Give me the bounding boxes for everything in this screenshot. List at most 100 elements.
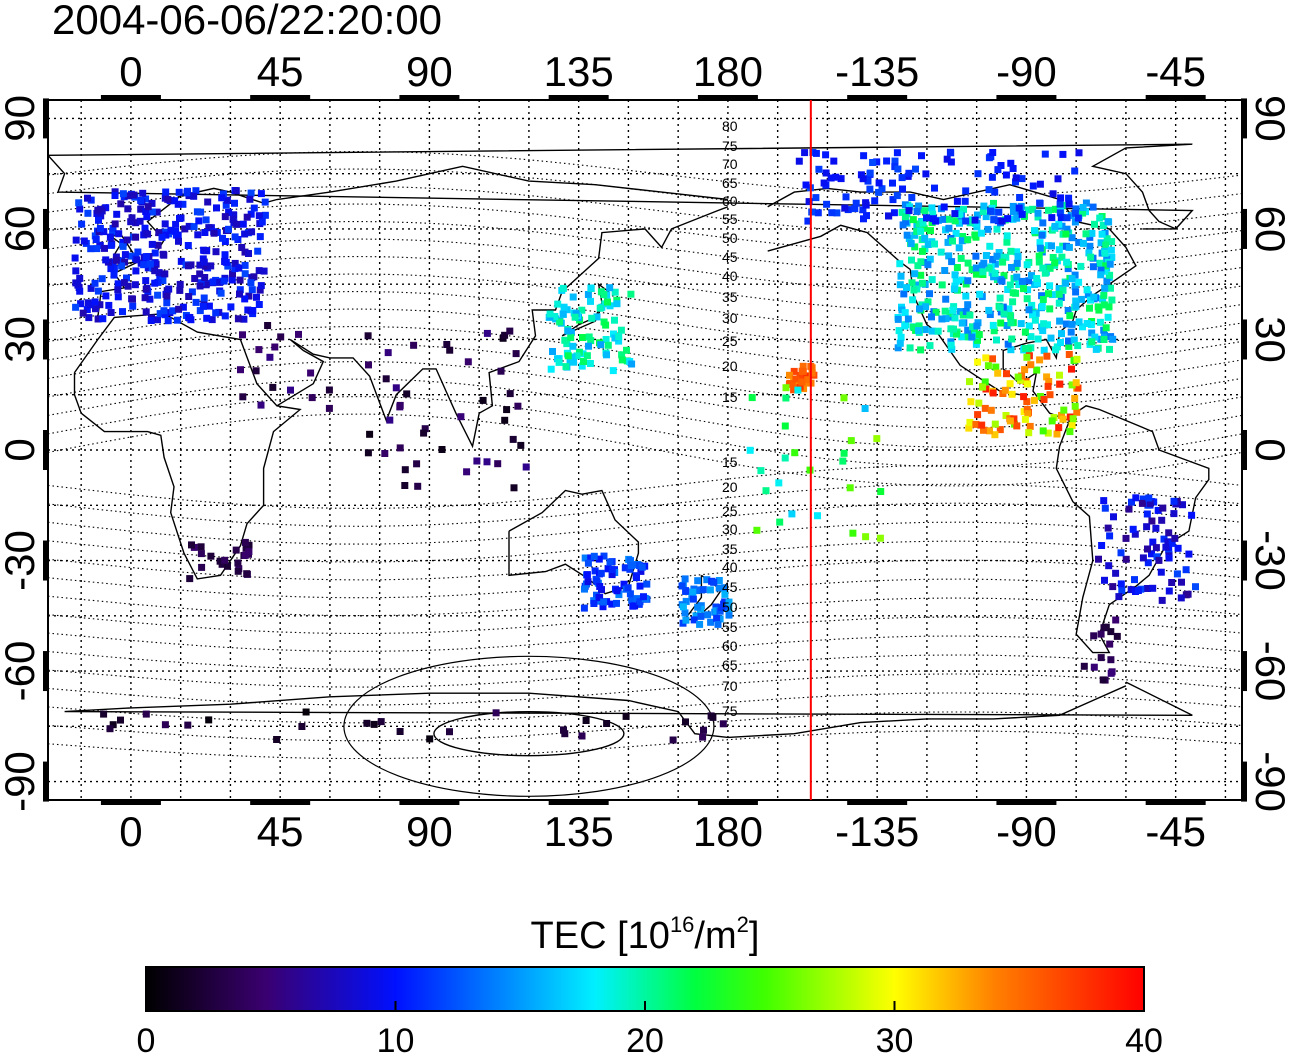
- contour-line: [48, 540, 1242, 581]
- contour-line: [48, 203, 1242, 255]
- tec-pixel: [1158, 516, 1166, 524]
- tec-pixel: [1132, 494, 1140, 502]
- right-tick-bar: [1241, 540, 1247, 581]
- tec-pixel: [137, 197, 145, 204]
- tec-pixel: [134, 248, 142, 256]
- tec-pixel: [862, 533, 870, 541]
- tec-pixel: [1038, 292, 1046, 300]
- contour-label: 55: [722, 211, 738, 227]
- tec-pixel: [697, 612, 705, 620]
- tec-pixel: [241, 261, 249, 269]
- bottom-longitude-label: 180: [693, 808, 763, 855]
- tec-pixel: [997, 162, 1005, 169]
- tec-pixel: [678, 582, 686, 590]
- tec-pixel: [1108, 254, 1116, 261]
- tec-pixel: [615, 333, 623, 340]
- tec-pixel: [1003, 238, 1011, 246]
- tec-pixel: [1148, 550, 1155, 558]
- tec-pixel: [1097, 630, 1105, 638]
- tec-pixel: [613, 599, 620, 607]
- tec-pixel: [974, 170, 982, 178]
- tec-pixel: [694, 603, 702, 611]
- tec-pixel: [551, 313, 559, 320]
- tec-pixel: [457, 413, 465, 421]
- tec-pixel: [201, 247, 209, 255]
- tec-pixel: [201, 229, 209, 236]
- tec-pixel: [443, 341, 451, 348]
- tec-pixel: [1069, 415, 1077, 423]
- tec-pixel: [802, 181, 810, 189]
- tec-pixel: [994, 217, 1002, 225]
- tec-pixel: [896, 260, 904, 268]
- tec-pixel: [891, 157, 899, 165]
- tec-pixel: [830, 157, 838, 165]
- tec-pixel: [76, 287, 84, 295]
- contour-label: 25: [722, 503, 738, 519]
- tec-pixel: [120, 279, 128, 287]
- tec-pixel: [1168, 539, 1176, 547]
- tec-pixel: [837, 175, 845, 183]
- tec-pixel: [72, 267, 80, 275]
- tec-pixel: [927, 227, 934, 235]
- tec-pixel: [1024, 410, 1032, 418]
- tec-pixel: [922, 303, 930, 311]
- tec-pixel: [915, 202, 923, 210]
- tec-pixel: [114, 286, 122, 294]
- tec-pixel: [1157, 568, 1165, 576]
- tec-pixel: [841, 204, 849, 212]
- tec-pixel: [79, 309, 87, 317]
- tec-pixel: [98, 275, 106, 283]
- tec-pixel: [871, 197, 879, 205]
- tec-pixel: [503, 406, 511, 414]
- tec-pixel: [1155, 556, 1163, 564]
- tec-pixel: [990, 199, 997, 207]
- tec-pixel: [119, 308, 126, 316]
- tec-pixel: [1039, 264, 1047, 272]
- tec-pixel: [578, 732, 586, 740]
- tec-pixel: [172, 228, 180, 235]
- tec-pixel: [198, 563, 206, 571]
- tec-pixel: [628, 562, 635, 570]
- tec-pixel: [184, 242, 192, 249]
- tec-pixel: [1002, 412, 1010, 419]
- tec-pixel: [192, 298, 200, 306]
- tec-pixel: [941, 267, 949, 274]
- tec-pixel: [1046, 391, 1054, 399]
- tec-pixel: [140, 261, 148, 269]
- tec-pixel: [994, 166, 1002, 174]
- tec-pixel: [151, 249, 159, 257]
- tec-pixel: [205, 224, 213, 232]
- tec-pixel: [136, 217, 144, 225]
- tec-pixel: [991, 269, 999, 277]
- tec-pixel: [1018, 175, 1026, 183]
- tec-pixel: [1144, 545, 1151, 553]
- tec-pixel: [381, 450, 389, 457]
- tec-pixel: [196, 270, 204, 278]
- tec-pixel: [151, 279, 159, 287]
- tec-pixel: [1080, 662, 1088, 670]
- tec-pixel: [953, 197, 961, 205]
- tec-pixel: [776, 518, 784, 526]
- tec-pixel: [579, 350, 587, 358]
- tec-pixel: [578, 362, 586, 370]
- tec-pixel: [124, 205, 132, 213]
- tec-pixel: [814, 209, 822, 217]
- top-longitude-label: -135: [835, 48, 919, 95]
- tec-pixel: [1099, 295, 1107, 303]
- tec-pixel: [93, 245, 101, 253]
- tec-pixel: [992, 363, 1000, 371]
- tec-pixel: [255, 267, 263, 275]
- tec-pixel: [195, 217, 203, 225]
- tec-pixel: [961, 197, 969, 205]
- tec-pixel: [989, 255, 997, 263]
- tec-pixel: [1031, 316, 1039, 324]
- tec-pixel: [1035, 252, 1043, 260]
- contour-label: 65: [722, 175, 738, 191]
- tec-pixel: [917, 227, 925, 235]
- tec-pixel: [473, 457, 481, 465]
- tec-pixel: [617, 326, 625, 334]
- tec-pixel: [974, 211, 981, 219]
- tec-pixel: [757, 467, 765, 475]
- tec-pixel: [1057, 194, 1065, 202]
- tec-pixel: [964, 277, 972, 285]
